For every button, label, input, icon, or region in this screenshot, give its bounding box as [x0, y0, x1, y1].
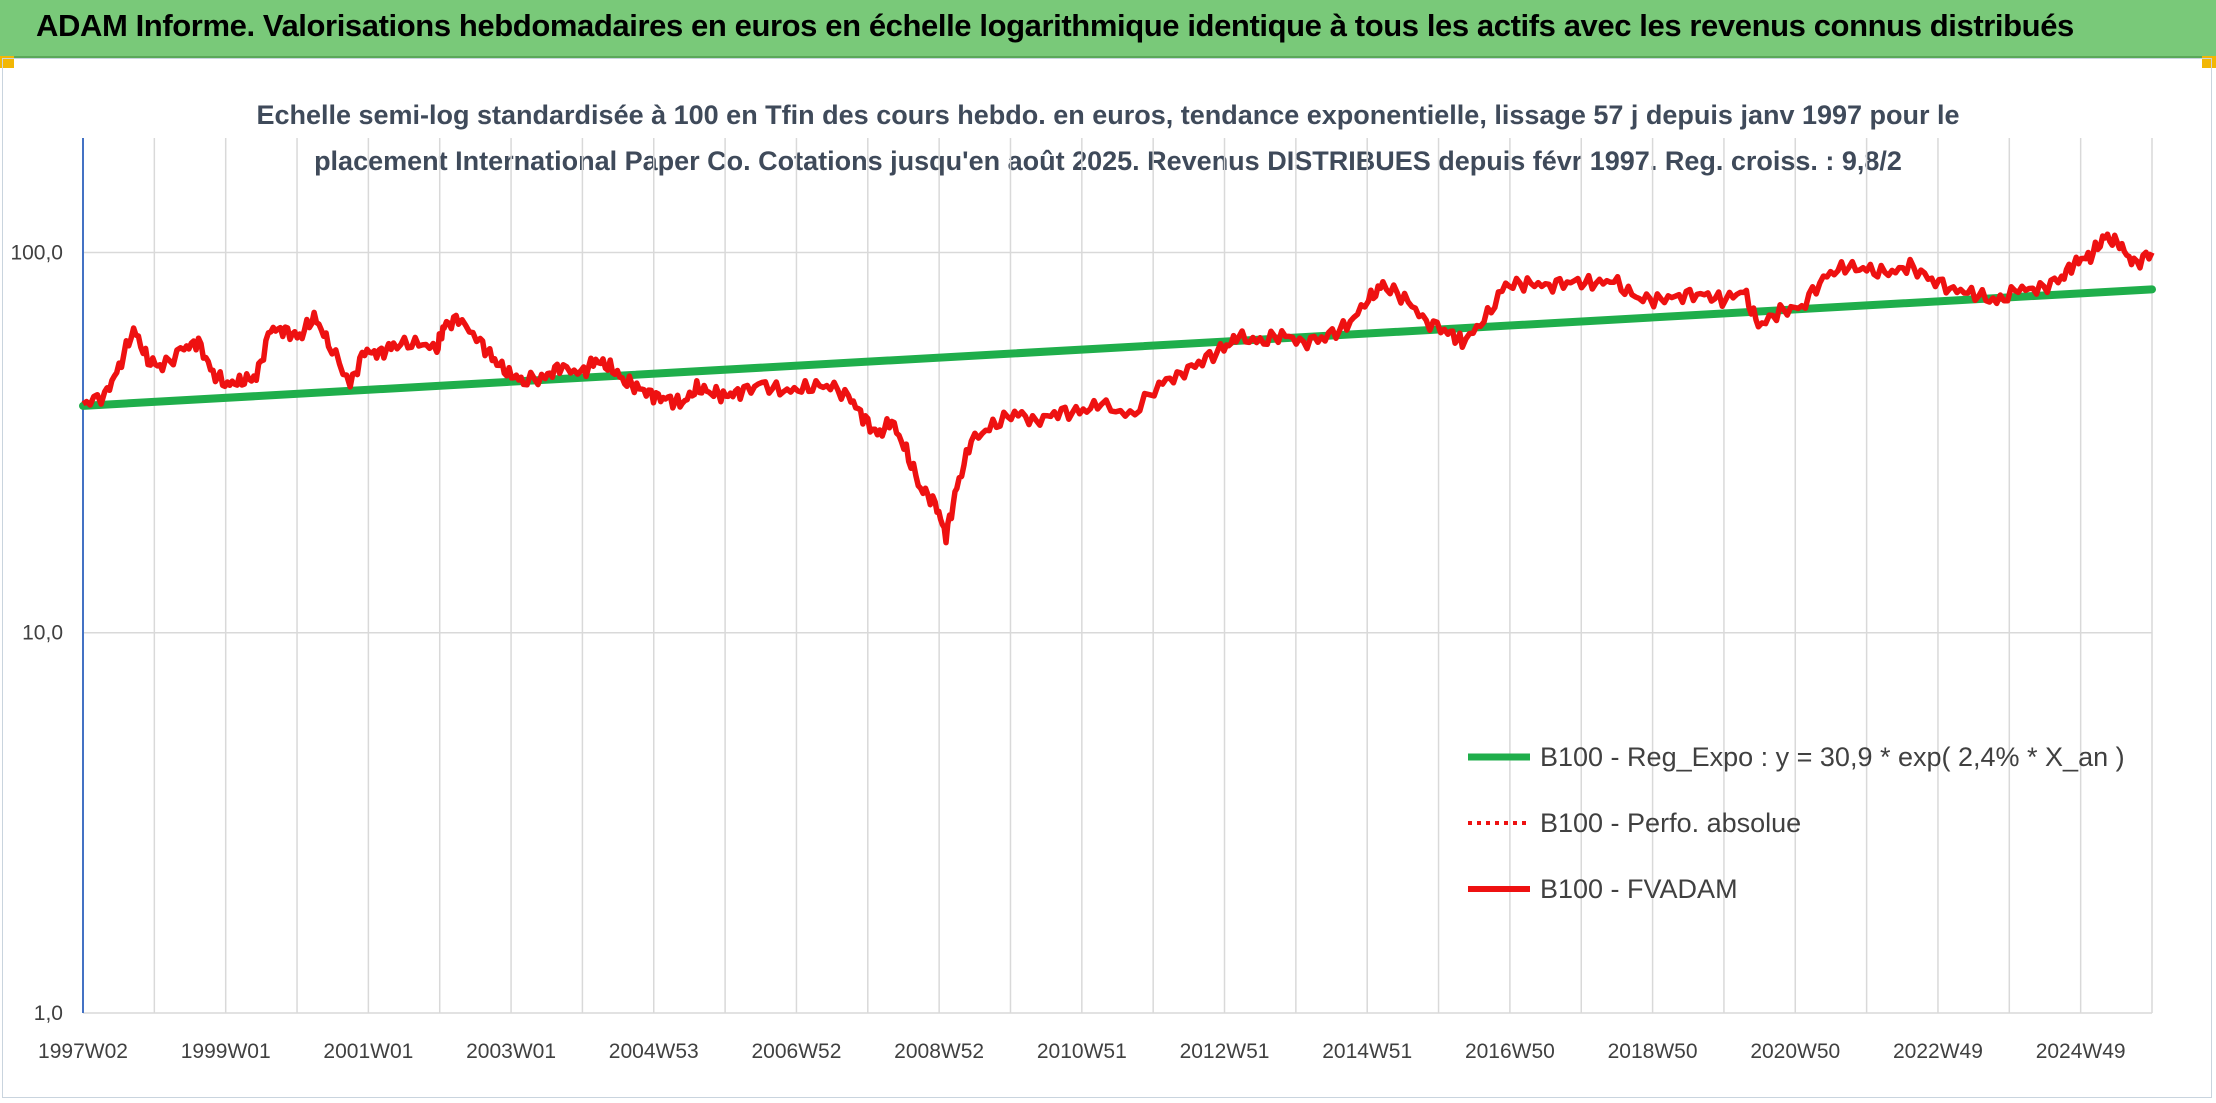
- x-tick-label: 2004W53: [609, 1040, 699, 1063]
- legend-label: B100 - Perfo. absolue: [1540, 808, 1801, 838]
- axes: 1,0 10,0 100,0 1997W02 1999W01 2001W01 2003W01…: [10, 138, 2126, 1063]
- x-tick-label: 2001W01: [323, 1040, 413, 1063]
- y-tick-label: 10,0: [22, 622, 63, 645]
- x-tick-label: 2003W01: [466, 1040, 556, 1063]
- x-tick-label: 2014W51: [1322, 1040, 1412, 1063]
- x-tick-label: 1999W01: [181, 1040, 271, 1063]
- legend-label: B100 - Reg_Expo : y = 30,9 * exp( 2,4% *…: [1540, 742, 2125, 772]
- x-tick-label: 2010W51: [1037, 1040, 1127, 1063]
- corner-marker-left: [0, 56, 14, 68]
- series-lines: [79, 231, 2156, 546]
- x-tick-label: 1997W02: [38, 1040, 128, 1063]
- x-tick-label: 2018W50: [1608, 1040, 1698, 1063]
- x-tick-label: 2012W51: [1180, 1040, 1270, 1063]
- legend: B100 - Reg_Expo : y = 30,9 * exp( 2,4% *…: [1468, 742, 2125, 904]
- x-tick-label: 2024W49: [2036, 1040, 2126, 1063]
- x-tick-label: 2022W49: [1893, 1040, 1983, 1063]
- x-tick-label: 2006W52: [751, 1040, 841, 1063]
- y-tick-label: 100,0: [10, 241, 63, 264]
- y-tick-label: 1,0: [34, 1002, 63, 1025]
- chart-frame: [2, 58, 2212, 1098]
- chart-subtitle-line-1: Echelle semi-log standardisée à 100 en T…: [256, 100, 1959, 130]
- x-tick-label: 2016W50: [1465, 1040, 1555, 1063]
- x-tick-label: 2020W50: [1750, 1040, 1840, 1063]
- corner-marker-right: [2202, 56, 2216, 68]
- fvadam-line: [81, 231, 2155, 546]
- legend-label: B100 - FVADAM: [1540, 874, 1738, 904]
- x-tick-label: 2008W52: [894, 1040, 984, 1063]
- chart-subtitle-line-2: placement International Paper Co. Cotati…: [314, 146, 1902, 176]
- report-title: ADAM Informe. Valorisations hebdomadaire…: [36, 8, 2074, 43]
- report-header: ADAM Informe. Valorisations hebdomadaire…: [0, 0, 2216, 58]
